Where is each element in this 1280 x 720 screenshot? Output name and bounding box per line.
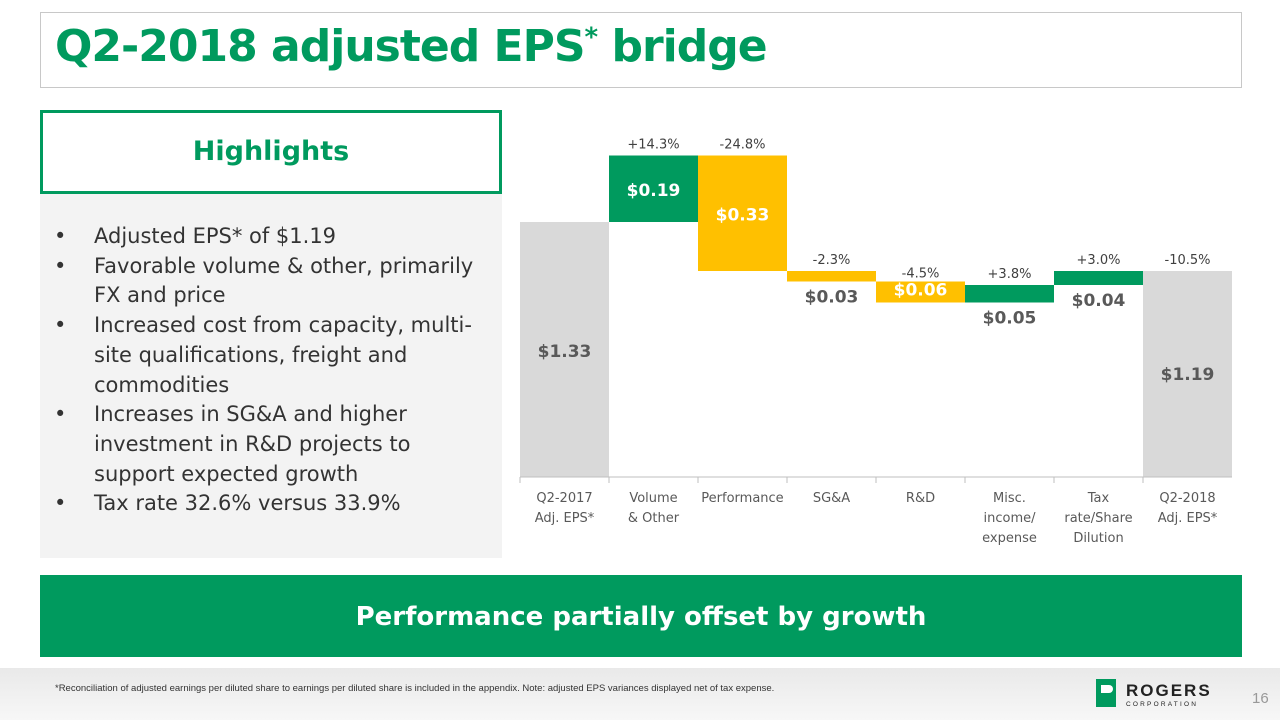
category-label: Misc.: [993, 491, 1026, 506]
pct-label: -4.5%: [902, 267, 940, 282]
pct-label: +14.3%: [627, 138, 679, 153]
category-label: income/: [984, 511, 1037, 526]
highlight-item: Increases in SG&A and higher investment …: [52, 400, 492, 489]
pct-label: +3.0%: [1077, 253, 1121, 268]
title-box: Q2-2018 adjusted EPS* bridge: [40, 12, 1242, 88]
bar-7: [1143, 271, 1232, 477]
footnote: *Reconciliation of adjusted earnings per…: [55, 683, 775, 694]
pct-label: -10.5%: [1165, 253, 1211, 268]
value-label: $0.33: [716, 205, 770, 225]
svg-text:CORPORATION: CORPORATION: [1126, 701, 1198, 708]
category-label: Dilution: [1073, 531, 1123, 546]
pct-label: -24.8%: [720, 138, 766, 153]
page-title: Q2-2018 adjusted EPS* bridge: [55, 21, 768, 72]
category-label: Tax: [1087, 491, 1110, 506]
value-label: $0.19: [627, 181, 681, 201]
category-label: SG&A: [813, 491, 850, 506]
title-text: Q2-2018 adjusted EPS: [55, 21, 586, 72]
pct-label: -2.3%: [813, 253, 851, 268]
highlight-item: Increased cost from capacity, multi-site…: [52, 311, 492, 400]
bar-2: [698, 155, 787, 271]
summary-banner: Performance partially offset by growth: [40, 575, 1242, 657]
bar-6: [1054, 271, 1143, 285]
highlight-item: Favorable volume & other, primarily FX a…: [52, 252, 492, 311]
value-label: $1.19: [1161, 365, 1215, 385]
highlight-item: Tax rate 32.6% versus 33.9%: [52, 489, 492, 519]
category-label: Adj. EPS*: [535, 511, 595, 526]
value-label: $0.05: [983, 309, 1037, 329]
bar-3: [787, 271, 876, 282]
value-label: $1.33: [538, 342, 592, 362]
bar-5: [965, 285, 1054, 303]
title-suffix: bridge: [597, 21, 767, 72]
svg-text:ROGERS: ROGERS: [1126, 681, 1212, 700]
title-asterisk: *: [584, 22, 599, 53]
footer-bar: [0, 668, 1280, 720]
highlights-list: Adjusted EPS* of $1.19 Favorable volume …: [52, 222, 492, 519]
category-label: Q2-2018: [1159, 491, 1215, 506]
category-label: rate/Share: [1064, 511, 1132, 526]
category-label: Q2-2017: [536, 491, 592, 506]
category-label: expense: [982, 531, 1037, 546]
value-label: $0.06: [894, 281, 948, 301]
bar-0: [520, 222, 609, 477]
eps-bridge-chart: $1.33 Q2-2017 Adj. EPS* $0.19 +14.3% Volume & …: [519, 138, 1232, 546]
category-label: Volume: [629, 491, 677, 506]
value-label: $0.04: [1072, 291, 1126, 311]
category-label: Performance: [701, 491, 783, 506]
bar-4: [876, 281, 965, 303]
highlight-item: Adjusted EPS* of $1.19: [52, 222, 492, 252]
category-label: R&D: [906, 491, 935, 506]
bar-1: [609, 155, 698, 222]
rogers-logo: ROGERS CORPORATION: [1096, 679, 1212, 708]
page-number: 16: [1252, 690, 1269, 707]
category-label: & Other: [628, 511, 680, 526]
category-label: Adj. EPS*: [1158, 511, 1218, 526]
highlights-heading: Highlights: [40, 110, 502, 194]
value-label: $0.03: [805, 288, 859, 308]
pct-label: +3.8%: [988, 267, 1032, 282]
